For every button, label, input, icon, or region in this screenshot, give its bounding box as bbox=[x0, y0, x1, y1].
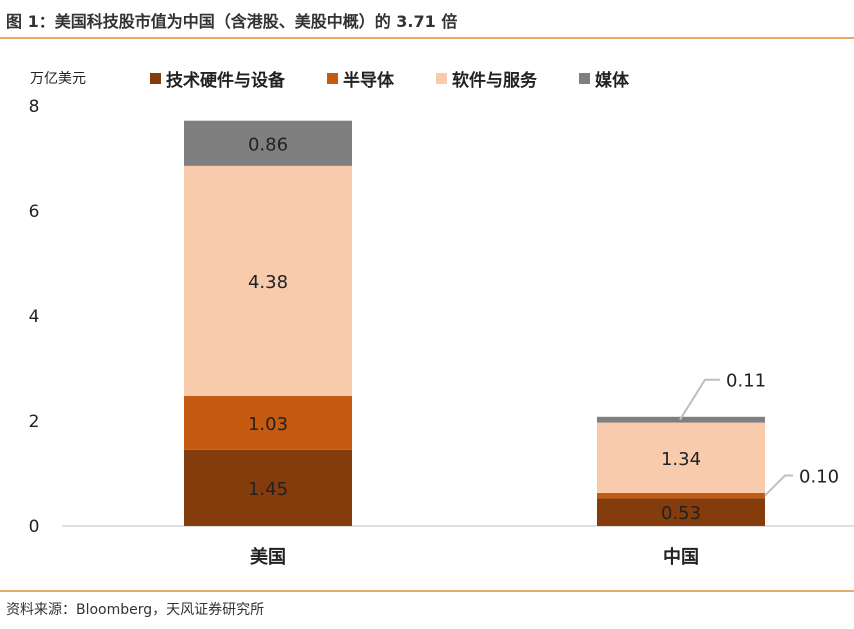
x-category-label: 美国 bbox=[250, 546, 286, 568]
data-label-software: 1.34 bbox=[661, 449, 701, 470]
source-note: 资料来源：Bloomberg，天风证券研究所 bbox=[6, 602, 265, 618]
y-tick-label: 0 bbox=[29, 517, 40, 537]
x-category-label: 中国 bbox=[663, 546, 699, 568]
data-label-media: 0.11 bbox=[726, 371, 766, 392]
bottom-divider bbox=[0, 590, 854, 592]
y-axis-unit-label: 万亿美元 bbox=[30, 71, 86, 87]
data-label-hardware: 1.45 bbox=[248, 479, 288, 500]
bar-segment-semiconductor bbox=[184, 395, 352, 450]
data-label-media: 0.86 bbox=[248, 134, 288, 155]
chart-legend: 技术硬件与设备 半导体 软件与服务 媒体 bbox=[150, 66, 671, 91]
bar-segment-hardware bbox=[184, 449, 352, 526]
legend-item-semiconductor: 半导体 bbox=[327, 66, 394, 91]
legend-label-media: 媒体 bbox=[595, 71, 629, 91]
y-tick-label: 6 bbox=[29, 202, 40, 222]
legend-swatch-hardware bbox=[150, 73, 161, 84]
legend-item-media: 媒体 bbox=[579, 66, 629, 91]
legend-swatch-media bbox=[579, 73, 590, 84]
bar-segment-software bbox=[597, 422, 765, 493]
y-tick-label: 8 bbox=[29, 97, 40, 117]
stacked-bar-chart: 0 2 4 6 8 美国 中国 1.45 1.03 4.38 0.86 0.53 0.10 1.34 0.1… bbox=[29, 97, 854, 568]
figure-title: 图 1：美国科技股市值为中国（含港股、美股中概）的 3.71 倍 bbox=[6, 12, 458, 31]
data-label-hardware: 0.53 bbox=[661, 503, 701, 524]
legend-swatch-software bbox=[436, 73, 447, 84]
legend-swatch-semiconductor bbox=[327, 73, 338, 84]
top-divider bbox=[0, 37, 854, 39]
callout-line-media bbox=[679, 378, 720, 421]
legend-item-software: 软件与服务 bbox=[436, 66, 537, 91]
data-label-semiconductor: 1.03 bbox=[248, 414, 288, 435]
data-label-software: 4.38 bbox=[248, 272, 288, 293]
callout-line-semiconductor bbox=[764, 474, 793, 497]
bar-segment-software bbox=[184, 165, 352, 396]
legend-item-hardware: 技术硬件与设备 bbox=[150, 66, 285, 91]
legend-label-semiconductor: 半导体 bbox=[343, 71, 394, 91]
legend-label-software: 软件与服务 bbox=[452, 71, 537, 91]
y-tick-label: 4 bbox=[29, 307, 40, 327]
data-label-semiconductor: 0.10 bbox=[799, 467, 839, 488]
bar-segment-hardware bbox=[597, 498, 765, 526]
bar-segment-semiconductor bbox=[597, 492, 765, 499]
y-tick-label: 2 bbox=[29, 412, 40, 432]
bar-segment-media bbox=[184, 120, 352, 166]
legend-label-hardware: 技术硬件与设备 bbox=[166, 71, 285, 91]
